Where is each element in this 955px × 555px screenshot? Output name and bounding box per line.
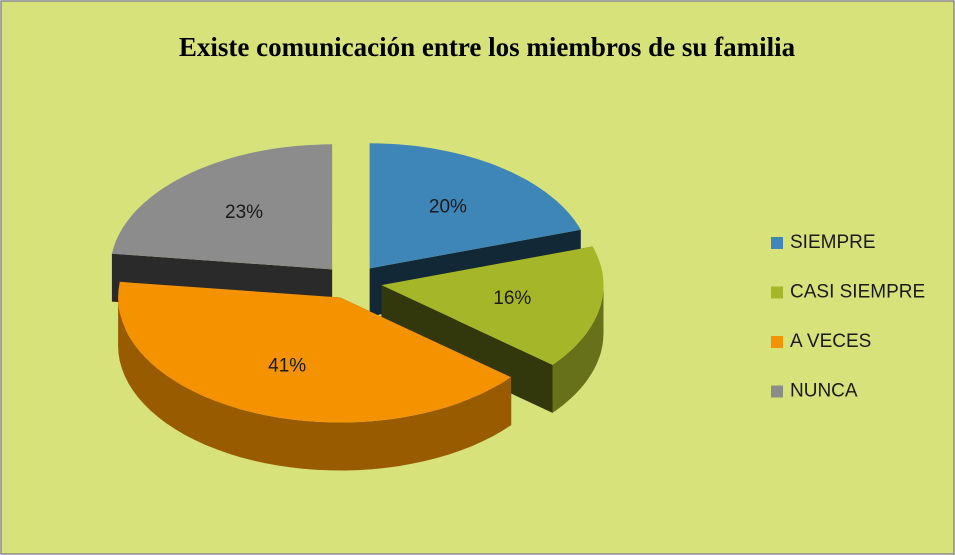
legend-label: SIEMPRE [790, 232, 876, 253]
slice-top [111, 144, 333, 270]
legend-swatch [771, 237, 783, 249]
legend-label: NUNCA [790, 381, 858, 402]
slice-top [381, 246, 604, 365]
legend-label: CASI SIEMPRE [790, 282, 925, 303]
slice-top [369, 143, 581, 269]
data-label: 20% [429, 197, 467, 218]
legend-swatch [771, 286, 783, 299]
data-label: 16% [493, 288, 531, 309]
data-label: 41% [268, 355, 306, 376]
legend-label: A VECES [790, 331, 871, 352]
legend-swatch [771, 336, 783, 348]
legend-swatch [771, 385, 783, 398]
slice [118, 281, 512, 471]
data-label: 23% [225, 202, 263, 223]
slice-wall [118, 297, 512, 471]
slice-wall [552, 285, 604, 413]
slice-top [118, 281, 512, 423]
chart-title: Existe comunicación entre los miembros d… [179, 32, 796, 62]
